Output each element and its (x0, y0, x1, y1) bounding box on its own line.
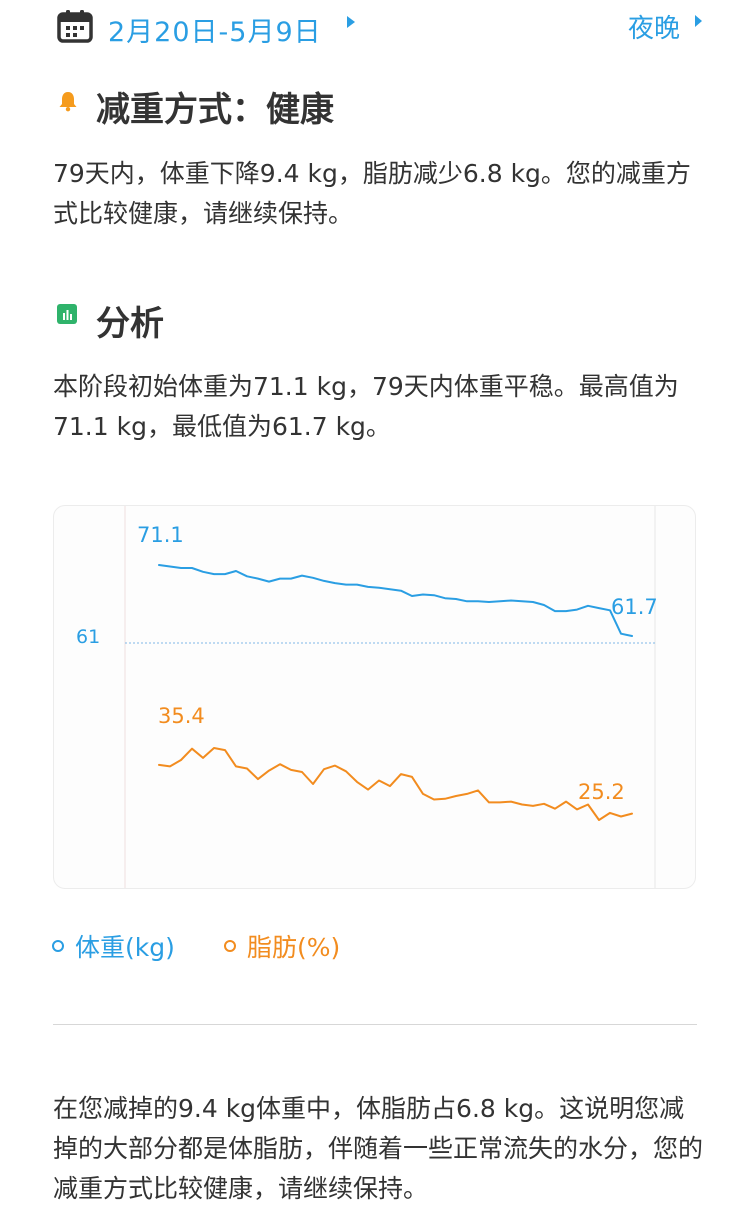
summary-description: 在您减掉的9.4 kg体重中，体脂肪占6.8 kg。这说明您减掉的大部分都是体脂… (53, 1094, 704, 1203)
analysis-title: 分析 (96, 304, 164, 344)
date-range-selector[interactable]: 2月20日-5月9日 (108, 17, 322, 48)
caret-right-icon[interactable] (346, 15, 356, 29)
method-description: 79天内，体重下降9.4 kg，脂肪减少6.8 kg。您的减重方式比较健康，请继… (53, 159, 691, 228)
trend-chart-card (53, 505, 696, 889)
legend-marker-icon (52, 940, 64, 952)
bell-icon (59, 92, 77, 112)
section-divider (53, 1024, 697, 1025)
caret-right-icon[interactable] (694, 14, 703, 28)
legend-label: 脂肪(%) (247, 933, 341, 962)
method-title: 减重方式：健康 (96, 90, 334, 130)
bar-chart-icon (57, 304, 77, 324)
legend-marker-icon (224, 940, 236, 952)
legend-item-weight[interactable]: 体重(kg) (52, 928, 175, 964)
calendar-icon[interactable] (57, 9, 93, 43)
date-range-bar: 2月20日-5月9日 夜晚 (0, 0, 750, 52)
chart-legend: 体重(kg) 脂肪(%) (0, 928, 750, 964)
legend-label: 体重(kg) (75, 933, 175, 962)
legend-item-fat[interactable]: 脂肪(%) (224, 928, 340, 964)
mode-selector[interactable]: 夜晚 (628, 14, 681, 44)
analysis-description: 本阶段初始体重为71.1 kg，79天内体重平稳。最高值为71.1 kg，最低值… (53, 372, 679, 441)
